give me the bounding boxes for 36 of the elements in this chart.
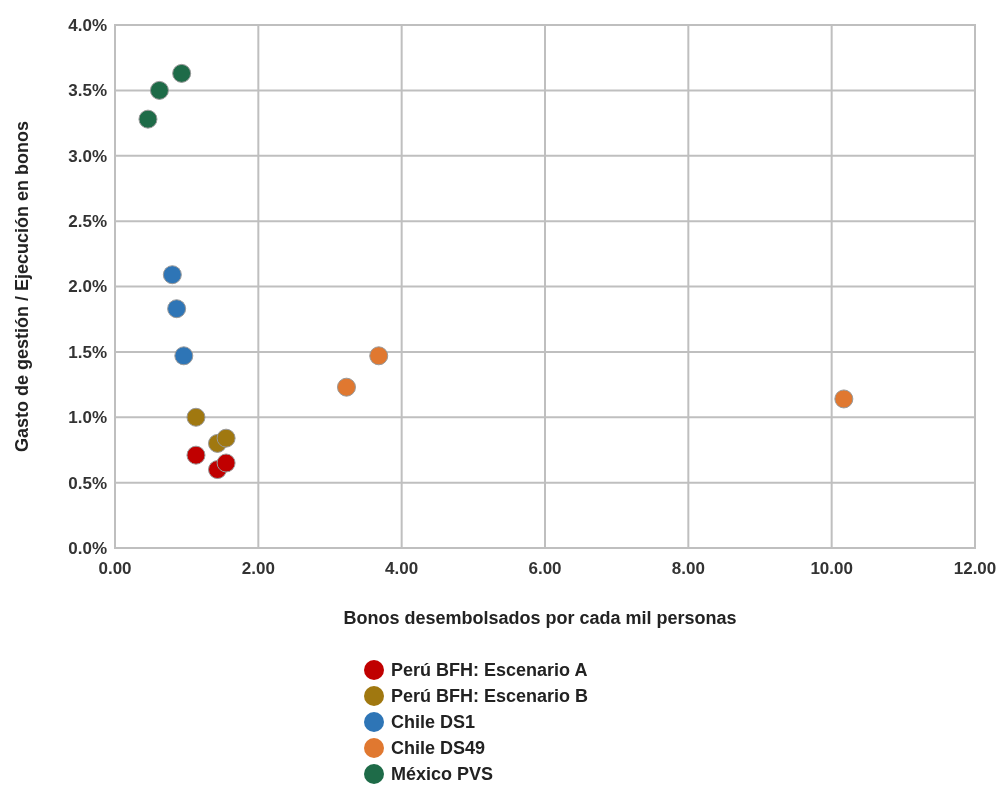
legend-label: Perú BFH: Escenario A — [391, 660, 588, 681]
y-tick-label: 2.0% — [68, 277, 107, 297]
point — [369, 346, 389, 366]
x-tick-label: 4.00 — [385, 559, 419, 578]
y-tick-label: 0.5% — [68, 473, 107, 493]
x-tick-label: 0.00 — [98, 559, 132, 578]
x-tick-label: 8.00 — [671, 559, 705, 578]
y-tick-label: 0.0% — [68, 538, 107, 558]
legend-label: Chile DS49 — [391, 738, 486, 759]
y-tick-label: 3.5% — [68, 81, 107, 101]
y-tick-label: 1.0% — [68, 408, 107, 428]
legend-label: México PVS — [391, 764, 494, 785]
point — [138, 109, 158, 129]
point — [216, 428, 236, 448]
x-tick-label: 2.00 — [241, 559, 275, 578]
x-tick-label: 10.00 — [810, 559, 853, 578]
point — [216, 453, 236, 473]
y-tick-label: 3.0% — [68, 146, 107, 166]
point — [834, 389, 854, 409]
x-axis-title: Bonos desembolsados por cada mil personas — [343, 608, 737, 628]
point — [174, 346, 194, 366]
point — [186, 445, 206, 465]
point — [167, 299, 187, 319]
x-tick-label: 12.00 — [953, 559, 997, 578]
point — [336, 377, 356, 397]
y-tick-label: 4.0% — [68, 15, 107, 35]
legend-label: Perú BFH: Escenario B — [391, 686, 589, 707]
point — [149, 80, 169, 100]
x-tick-label: 6.00 — [528, 559, 562, 578]
point — [172, 63, 192, 83]
point — [162, 265, 182, 285]
y-tick-label: 2.5% — [68, 212, 107, 232]
y-axis-title: Gasto de gestión / Ejecución en bonos — [12, 120, 32, 453]
legend-label: Chile DS1 — [391, 712, 476, 733]
y-tick-label: 1.5% — [68, 342, 107, 362]
point — [186, 407, 206, 427]
